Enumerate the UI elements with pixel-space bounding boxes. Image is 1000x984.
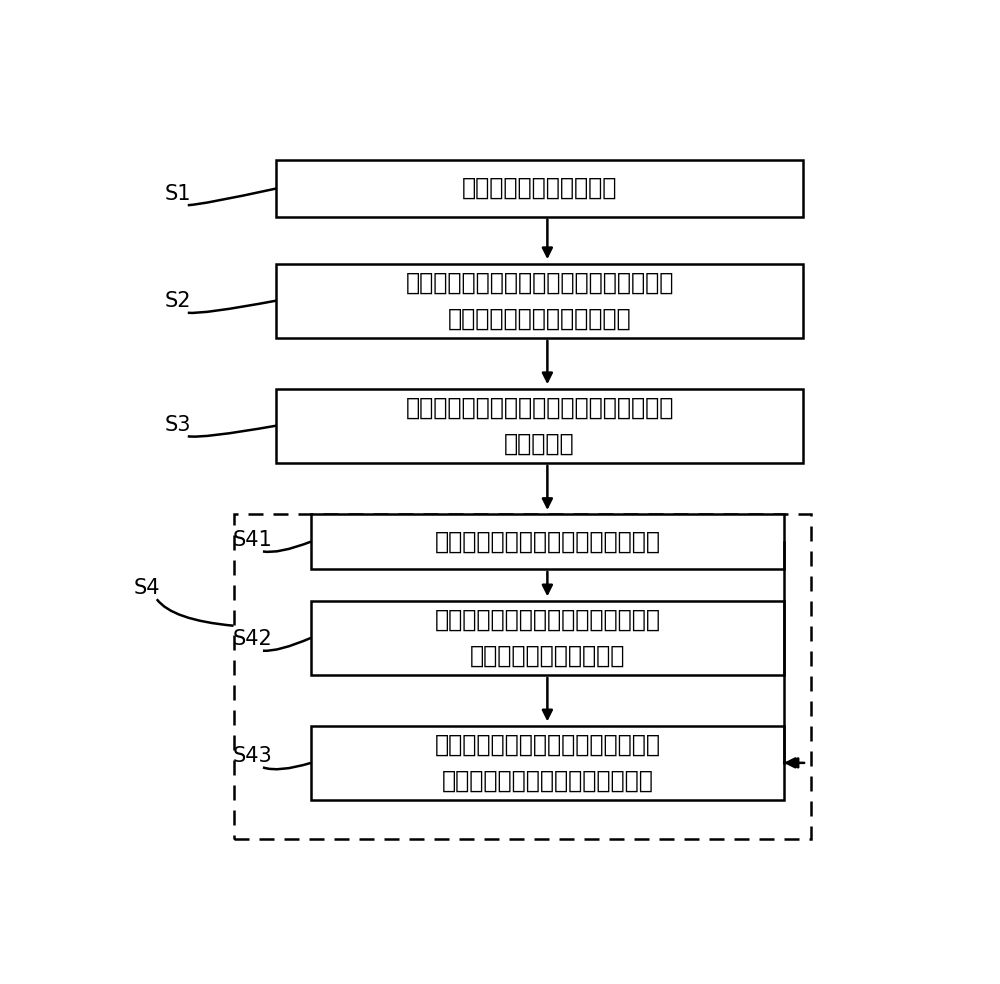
- Bar: [234, 514, 811, 839]
- Bar: [311, 726, 784, 800]
- Text: 如果车辆当前处于空挡滑行状态，则获取永
磁同步电机的转速和交轴电压: 如果车辆当前处于空挡滑行状态，则获取永 磁同步电机的转速和交轴电压: [405, 271, 674, 331]
- Text: S4: S4: [133, 578, 160, 598]
- Text: S1: S1: [164, 184, 191, 204]
- Text: S2: S2: [164, 291, 191, 312]
- Text: S3: S3: [164, 415, 191, 435]
- Text: 计算永磁体磁链与预设磁链値的差値: 计算永磁体磁链与预设磁链値的差値: [434, 529, 660, 554]
- Text: 获取车辆当前的运行状态: 获取车辆当前的运行状态: [462, 176, 617, 200]
- Text: S41: S41: [233, 530, 273, 550]
- Bar: [311, 515, 784, 569]
- Text: 如果差値的绝对値小于预设阈値，则
判断永磁体处于正常状态: 如果差値的绝对値小于预设阈値，则 判断永磁体处于正常状态: [434, 608, 660, 667]
- Text: 如果差値的绝对値大于或者等于预设
阈値，则判断永磁体处于异常状态: 如果差値的绝对値大于或者等于预设 阈値，则判断永磁体处于异常状态: [434, 733, 660, 792]
- Text: S42: S42: [233, 630, 273, 649]
- Bar: [276, 389, 803, 462]
- Bar: [276, 264, 803, 338]
- Text: S43: S43: [233, 746, 273, 767]
- Bar: [311, 600, 784, 675]
- Text: 根据永磁同步电机的转速和交轴电压计算永
磁体磁链値: 根据永磁同步电机的转速和交轴电压计算永 磁体磁链値: [405, 396, 674, 456]
- Bar: [276, 159, 803, 216]
